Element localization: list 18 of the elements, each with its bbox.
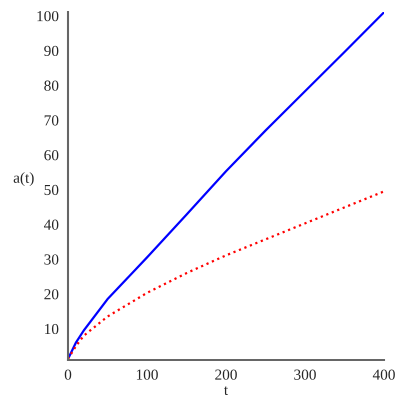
- y-tick-label: 60: [44, 150, 58, 160]
- y-axis-title: a(t): [14, 172, 34, 186]
- x-tick-label: 200: [215, 369, 237, 380]
- y-tick-label: 20: [44, 289, 58, 300]
- x-tick-label: 300: [294, 369, 316, 380]
- line-series: [68, 12, 384, 360]
- y-tick-label: 80: [44, 80, 58, 91]
- y-tick-label: 10: [45, 324, 58, 334]
- x-tick-label: 100: [136, 369, 158, 380]
- y-tick-label: 50: [44, 184, 58, 196]
- y-tick-label: 30: [44, 254, 58, 265]
- x-tick-label: 0: [64, 369, 72, 380]
- x-axis-title: t: [224, 386, 228, 396]
- y-tick-label: 40: [44, 220, 58, 230]
- y-tick-label: 90: [44, 46, 58, 56]
- y-tick-label: 70: [44, 115, 58, 126]
- y-tick-label: 100: [37, 10, 58, 22]
- x-tick-label: 400: [372, 369, 395, 380]
